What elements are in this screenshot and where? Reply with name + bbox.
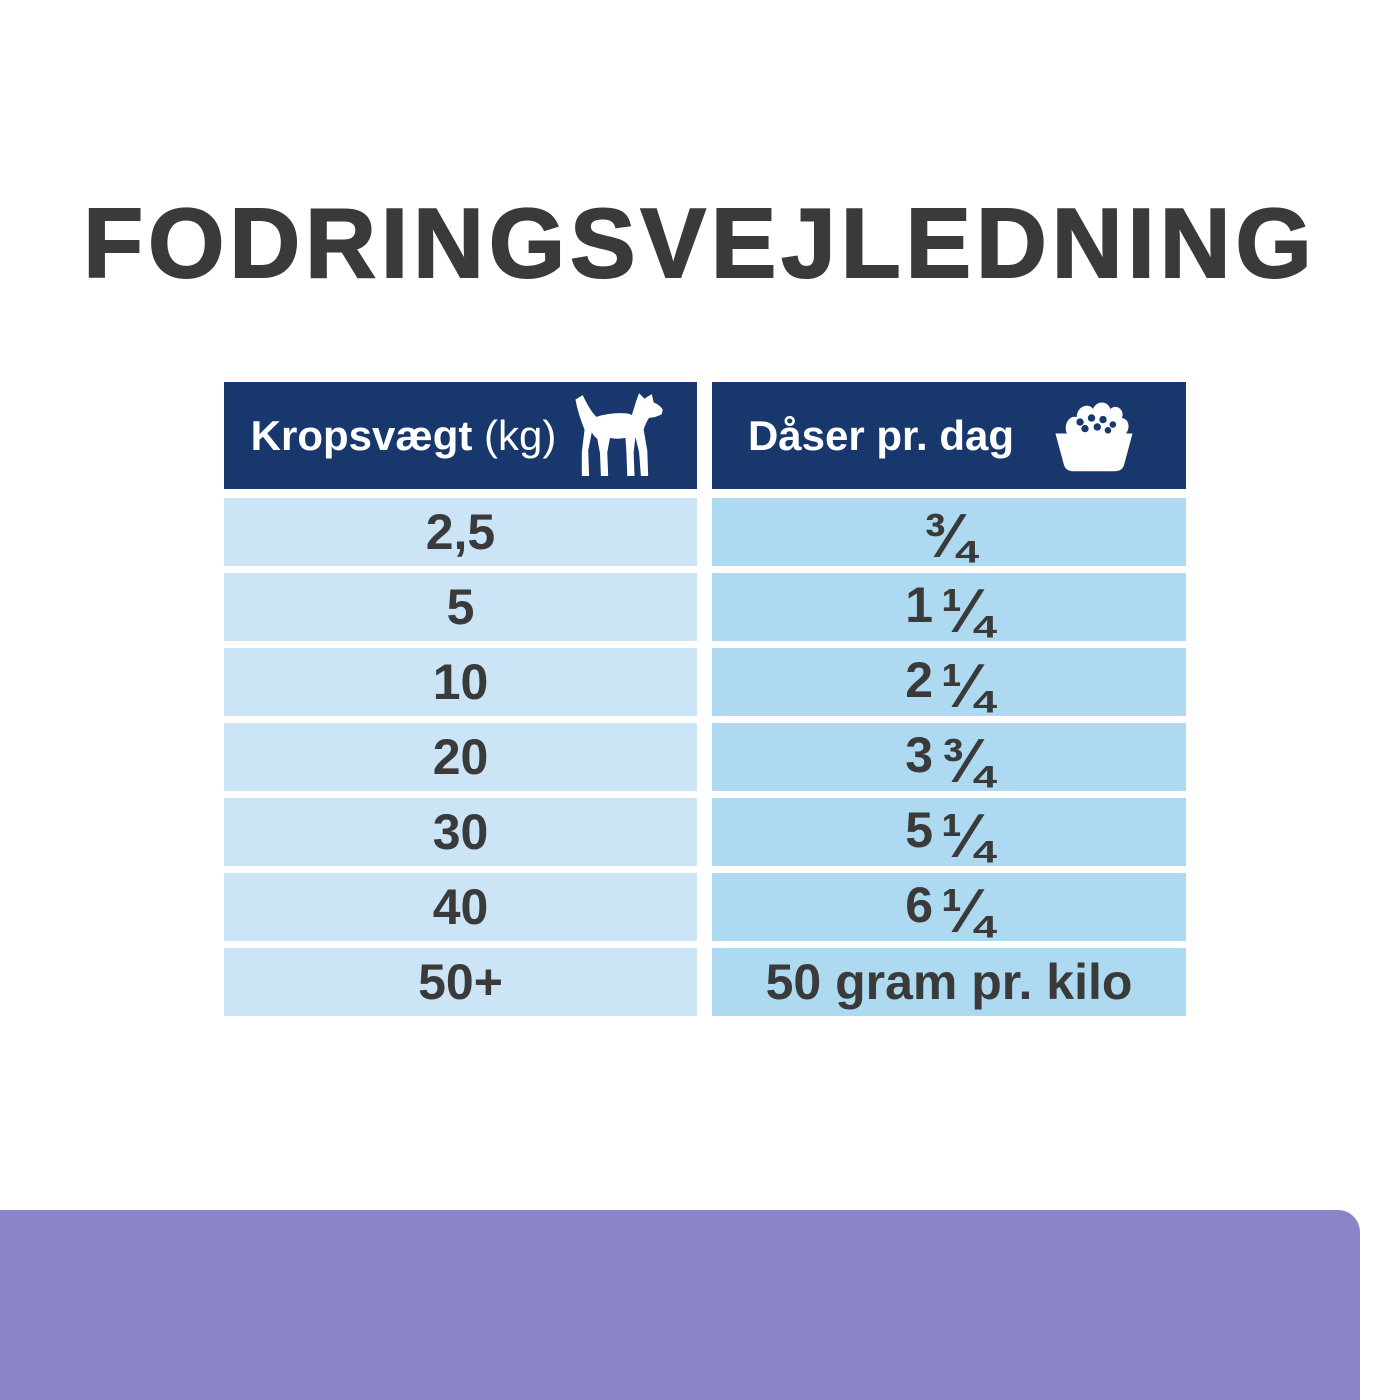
- table-header-row: Kropsvægt (kg) Dåser pr. dag: [224, 382, 1186, 489]
- body-weight-unit: (kg): [484, 411, 557, 459]
- weight-cell: 40: [224, 873, 697, 941]
- weight-value: 20: [432, 729, 489, 785]
- purple-accent-band: [0, 1210, 1360, 1400]
- cans-cell: ¾: [712, 498, 1186, 571]
- table-row: 50+ 50 gram pr. kilo: [224, 948, 1186, 1016]
- cans-value: ¾: [923, 501, 975, 571]
- cans-value: 50 gram pr. kilo: [765, 954, 1133, 1010]
- page-title: FODRINGSVEJLEDNING: [82, 187, 1317, 298]
- weight-cell: 5: [224, 573, 697, 641]
- feeding-guide-table: Kropsvægt (kg) Dåser pr. dag 2,5 ¾ 5: [224, 382, 1186, 1016]
- weight-cell: 2,5: [224, 498, 697, 566]
- dog-icon: [575, 392, 664, 476]
- table-row: 2,5 ¾: [224, 498, 1186, 571]
- weight-cell: 10: [224, 648, 697, 716]
- cans-cell: 50 gram pr. kilo: [712, 948, 1186, 1016]
- food-bowl-icon: [1055, 401, 1133, 471]
- cans-per-day-header-label: Dåser pr. dag: [747, 411, 1015, 459]
- body-weight-header-label: Kropsvægt (kg): [251, 412, 557, 460]
- column-header-cans-per-day: Dåser pr. dag: [712, 382, 1186, 489]
- column-header-body-weight: Kropsvægt (kg): [224, 382, 697, 489]
- weight-value: 10: [432, 654, 489, 710]
- weight-cell: 50+: [224, 948, 697, 1016]
- weight-cell: 30: [224, 798, 697, 866]
- weight-cell: 20: [224, 723, 697, 791]
- weight-value: 2,5: [425, 504, 496, 560]
- body-weight-label: Kropsvægt: [250, 411, 473, 459]
- weight-value: 30: [432, 804, 489, 860]
- weight-value: 40: [432, 879, 489, 935]
- weight-value: 50+: [418, 954, 503, 1010]
- weight-value: 5: [446, 579, 475, 635]
